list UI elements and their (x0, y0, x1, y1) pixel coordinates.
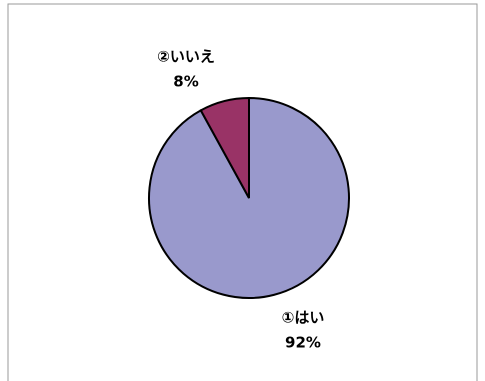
slice-category-label: ②いいえ (157, 48, 215, 66)
chart-frame (7, 3, 478, 381)
slice-category-label: ①はい (282, 309, 325, 327)
slice-value-label: 92% (285, 334, 321, 352)
slice-value-label: 8% (173, 73, 198, 91)
pie-slice (199, 96, 250, 199)
